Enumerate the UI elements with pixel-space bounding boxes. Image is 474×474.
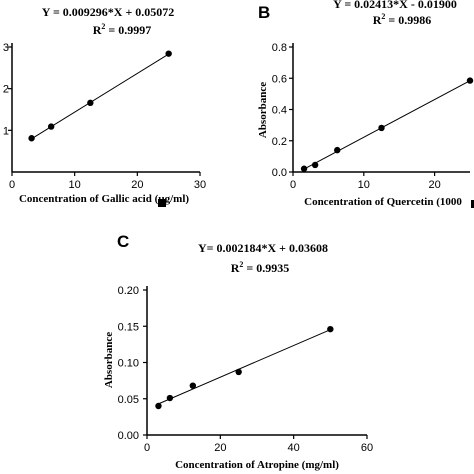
y-tick-label: 1: [3, 125, 9, 137]
y-tick-label: 0.10: [118, 358, 139, 370]
data-point: [155, 402, 162, 410]
x-axis-label: Concentration of Atropine (mg/ml): [175, 459, 339, 471]
x-axis-label: Concentration of Gallic acid (µg/ml): [19, 193, 189, 205]
x-tick-label: 20: [131, 179, 143, 191]
data-point: [28, 135, 35, 142]
legend-marker: [158, 199, 166, 207]
data-point: [466, 77, 474, 84]
data-point: [327, 325, 334, 333]
x-tick-label: 30: [194, 179, 206, 191]
data-point: [378, 124, 385, 132]
data-point: [87, 99, 94, 107]
y-tick-label: 0.05: [118, 394, 139, 406]
data-point: [47, 123, 55, 130]
x-tick-label: 20: [428, 179, 440, 191]
data-point: [189, 382, 197, 389]
regression-equation: Y = 0.02413*X - 0.01900: [333, 0, 457, 11]
panel-label: C: [117, 232, 129, 251]
y-tick-label: 0.2: [272, 136, 287, 148]
y-tick-label: 0.20: [118, 285, 139, 297]
r-squared-label: R2 = 0.9997: [93, 22, 152, 37]
regression-line: [158, 329, 331, 405]
x-tick-label: 20: [214, 442, 226, 454]
y-tick-label: 2: [3, 84, 9, 96]
x-tick-label: 40: [288, 442, 300, 454]
x-tick-label: 10: [69, 179, 81, 191]
data-point: [165, 50, 172, 57]
x-tick-label: 0: [290, 179, 296, 191]
x-tick-label: 10: [358, 179, 370, 191]
y-tick-label: 0.4: [272, 105, 287, 117]
data-point: [300, 165, 308, 172]
y-tick-label: 0.8: [272, 42, 287, 54]
regression-equation: Y = 0.009296*X + 0.05072: [42, 5, 175, 19]
chart-panel-3: C Y= 0.002184*X + 0.03608 R2 = 0.9935 0 20 40…: [103, 232, 373, 471]
legend-marker: [471, 200, 474, 208]
regression-line: [31, 53, 169, 140]
data-point: [334, 146, 341, 154]
regression-line: [303, 80, 471, 170]
data-point: [235, 368, 242, 376]
y-tick-label: 0.6: [272, 73, 287, 85]
x-axis-label: Concentration of Quercetin (1000: [304, 196, 462, 208]
y-tick-label: 0.0: [272, 167, 287, 179]
y-tick-label: 0.00: [118, 430, 139, 442]
r-squared-label: R2 = 0.9935: [231, 260, 290, 275]
y-tick-label: 0.15: [118, 321, 139, 333]
panel-label: B: [258, 3, 270, 22]
y-axis-label: Absorbance: [103, 332, 115, 388]
x-tick-label: 0: [9, 179, 15, 191]
y-axis-label: Absorbance: [257, 82, 269, 138]
y-tick-label: 3: [3, 42, 9, 54]
data-point: [166, 394, 174, 402]
regression-equation: Y= 0.002184*X + 0.03608: [198, 241, 328, 255]
data-point: [311, 161, 319, 169]
r-squared-label: R2 = 0.9986: [373, 12, 432, 27]
x-tick-label: 60: [361, 442, 373, 454]
chart-panel-1: Y = 0.009296*X + 0.05072 R2 = 0.9997 0 10 20…: [3, 5, 206, 207]
x-tick-label: 0: [144, 442, 150, 454]
